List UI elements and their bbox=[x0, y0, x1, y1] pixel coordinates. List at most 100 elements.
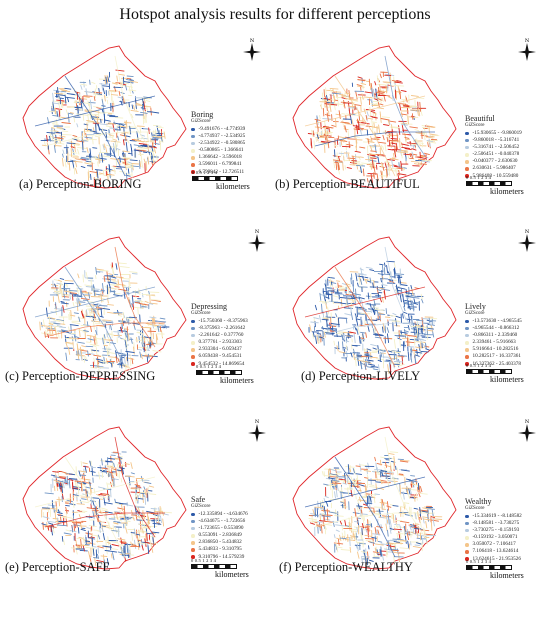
street-segment bbox=[67, 97, 70, 103]
street-segment bbox=[65, 337, 76, 340]
street-segment bbox=[82, 141, 84, 151]
legend-item: -9.491676 - -4.774939 bbox=[191, 126, 245, 133]
legend-swatch bbox=[465, 160, 469, 164]
street-segment bbox=[111, 541, 119, 544]
street-segment bbox=[86, 507, 97, 510]
legend-swatch bbox=[465, 543, 469, 547]
street-segment bbox=[60, 329, 69, 332]
street-segment bbox=[377, 141, 387, 144]
street-segment bbox=[138, 303, 149, 306]
street-segment bbox=[360, 82, 367, 86]
caption-wealthy: (f) Perception-WEALTHY bbox=[279, 560, 413, 574]
street-segment bbox=[151, 324, 159, 327]
street-segment bbox=[390, 167, 399, 170]
street-segment bbox=[67, 113, 70, 123]
street-segment bbox=[388, 96, 393, 99]
street-segment bbox=[97, 109, 100, 118]
street-segment bbox=[357, 357, 360, 366]
street-segment bbox=[410, 160, 420, 163]
street-segment bbox=[421, 298, 424, 304]
street-segment bbox=[99, 496, 106, 499]
street-segment bbox=[144, 495, 147, 505]
street-segment bbox=[403, 105, 410, 108]
street-segment bbox=[392, 512, 394, 520]
street-segment bbox=[372, 328, 375, 335]
street-segment bbox=[70, 547, 80, 550]
street-segment bbox=[324, 525, 327, 530]
scale-ticks: 0 0.5 1 2 3 4 bbox=[466, 363, 492, 368]
street-segment bbox=[96, 170, 99, 179]
street-segment bbox=[136, 534, 139, 544]
street-segment bbox=[129, 544, 131, 554]
street-segment bbox=[387, 148, 394, 151]
street-segment bbox=[379, 73, 382, 79]
street-segment bbox=[337, 538, 340, 546]
street-segment bbox=[381, 161, 384, 168]
street-segment bbox=[335, 489, 338, 498]
street-segment bbox=[117, 357, 120, 363]
street-segment bbox=[114, 498, 116, 503]
street-segment bbox=[341, 523, 343, 531]
legend-swatch bbox=[191, 548, 195, 552]
street-segment bbox=[417, 109, 419, 116]
street-segment bbox=[384, 461, 388, 468]
street-segment bbox=[374, 308, 384, 311]
street-segment bbox=[106, 74, 109, 83]
street-segment bbox=[95, 358, 104, 361]
street-segment bbox=[356, 84, 363, 87]
street-segment bbox=[360, 551, 367, 553]
legend-swatch bbox=[465, 550, 469, 554]
street-segment bbox=[401, 113, 408, 116]
street-segment bbox=[391, 79, 399, 83]
arterial-road bbox=[44, 512, 165, 528]
legend-subtitle: GiZScore bbox=[465, 506, 485, 511]
street-segment bbox=[367, 479, 377, 482]
street-segment bbox=[380, 543, 390, 546]
legend-swatch bbox=[191, 519, 195, 524]
street-segment bbox=[47, 329, 56, 332]
street-segment bbox=[115, 356, 118, 364]
street-segment bbox=[98, 88, 101, 95]
street-segment bbox=[395, 143, 398, 150]
street-segment bbox=[142, 144, 149, 147]
street-segment bbox=[407, 152, 410, 159]
street-segment bbox=[355, 288, 357, 298]
street-segment bbox=[380, 162, 383, 168]
legend-item: 6.799842 - 12.726511 bbox=[191, 169, 245, 176]
street-segment bbox=[83, 139, 89, 142]
street-segment bbox=[135, 497, 144, 500]
street-segment bbox=[372, 347, 377, 350]
legend-swatch bbox=[465, 145, 469, 150]
street-segment bbox=[101, 320, 107, 322]
street-segment bbox=[97, 486, 105, 489]
street-segment bbox=[131, 273, 138, 275]
street-segment bbox=[69, 324, 79, 327]
street-segment bbox=[393, 262, 396, 268]
street-segment bbox=[157, 516, 160, 523]
street-segment bbox=[383, 94, 386, 102]
street-segment bbox=[111, 287, 120, 290]
street-segment bbox=[345, 337, 348, 342]
street-segment bbox=[112, 552, 115, 561]
street-segment bbox=[71, 293, 74, 301]
street-segment bbox=[109, 275, 112, 283]
street-segment bbox=[152, 134, 162, 137]
street-segment bbox=[89, 79, 91, 85]
street-segment bbox=[138, 540, 141, 548]
street-segment bbox=[142, 98, 145, 107]
street-segment bbox=[162, 511, 173, 514]
street-segment bbox=[134, 494, 137, 504]
street-segment bbox=[335, 313, 338, 318]
street-segment bbox=[351, 119, 354, 127]
street-segment bbox=[105, 76, 108, 85]
street-segment bbox=[96, 511, 99, 522]
scale-unit: kilometers bbox=[216, 182, 250, 191]
street-segment bbox=[365, 314, 368, 325]
street-segment bbox=[143, 346, 146, 351]
street-segment bbox=[371, 159, 374, 169]
street-segment bbox=[387, 529, 389, 537]
street-segment bbox=[367, 551, 369, 560]
street-segment bbox=[82, 462, 88, 465]
street-segment bbox=[398, 275, 402, 284]
street-segment bbox=[400, 142, 404, 148]
